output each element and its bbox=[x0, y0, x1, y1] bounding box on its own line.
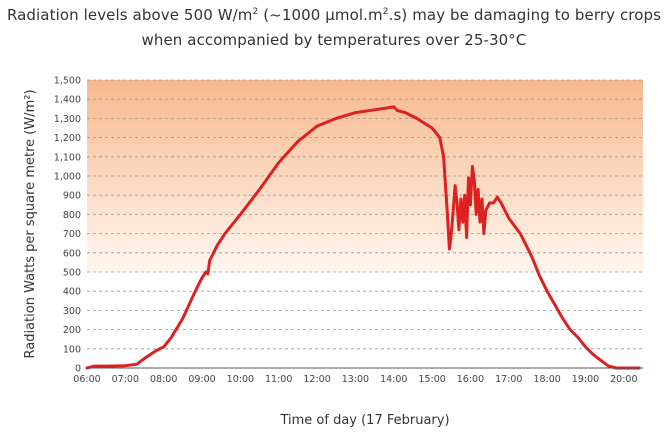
x-tick-label: 18:00 bbox=[533, 374, 560, 385]
y-tick-label: 600 bbox=[63, 248, 81, 259]
y-tick-label: 1,200 bbox=[54, 133, 81, 144]
y-tick-label: 200 bbox=[63, 325, 81, 336]
x-tick-label: 08:00 bbox=[150, 374, 177, 385]
y-tick-label: 700 bbox=[63, 229, 81, 240]
x-tick-label: 13:00 bbox=[342, 374, 369, 385]
x-tick-label: 10:00 bbox=[227, 374, 254, 385]
x-tick-label: 07:00 bbox=[112, 374, 139, 385]
title-part-c: .s) may be damaging to berry crops bbox=[388, 6, 662, 24]
y-tick-label: 1,300 bbox=[54, 114, 81, 125]
y-tick-label: 1,100 bbox=[54, 152, 81, 163]
x-tick-label: 15:00 bbox=[418, 374, 445, 385]
y-tick-label: 300 bbox=[63, 306, 81, 317]
x-tick-label: 09:00 bbox=[188, 374, 215, 385]
y-tick-label: 100 bbox=[63, 344, 81, 355]
y-tick-label: 1,000 bbox=[54, 172, 81, 183]
x-tick-label: 20:00 bbox=[610, 374, 637, 385]
x-tick-label: 14:00 bbox=[380, 374, 407, 385]
y-axis-label: Radiation Watts per square metre (W/m²) bbox=[23, 89, 38, 358]
y-tick-label: 500 bbox=[63, 268, 81, 279]
chart-title-line-1: Radiation levels above 500 W/m2 (~1000 µ… bbox=[0, 6, 668, 24]
x-tick-label: 19:00 bbox=[572, 374, 599, 385]
title-part-b: (~1000 µmol.m bbox=[258, 6, 383, 24]
x-axis-label: Time of day (17 February) bbox=[279, 413, 449, 428]
y-tick-label: 800 bbox=[63, 210, 81, 221]
x-tick-label: 12:00 bbox=[303, 374, 330, 385]
x-tick-label: 17:00 bbox=[495, 374, 522, 385]
y-tick-label: 0 bbox=[75, 364, 81, 375]
y-tick-label: 900 bbox=[63, 191, 81, 202]
title-part-a: Radiation levels above 500 W/m bbox=[6, 6, 253, 24]
chart-title-line-2: when accompanied by temperatures over 25… bbox=[141, 31, 527, 49]
y-tick-label: 1,400 bbox=[54, 95, 81, 106]
y-tick-label: 1,500 bbox=[54, 76, 81, 87]
title-superscript-1: 2 bbox=[252, 7, 259, 17]
y-tick-label: 400 bbox=[63, 287, 81, 298]
x-tick-label: 06:00 bbox=[73, 374, 100, 385]
x-tick-label: 11:00 bbox=[265, 374, 292, 385]
title-superscript-2: 2 bbox=[382, 7, 389, 17]
x-tick-label: 16:00 bbox=[457, 374, 484, 385]
radiation-series-line bbox=[85, 105, 641, 370]
